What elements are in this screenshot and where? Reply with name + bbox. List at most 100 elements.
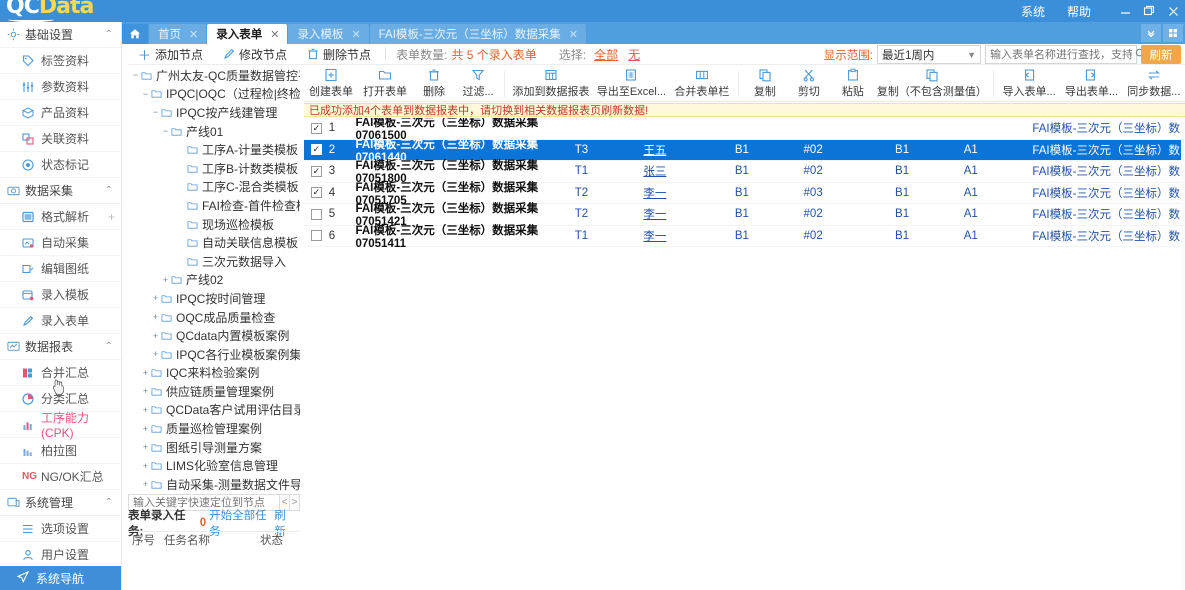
tree-node[interactable]: 工序C-混合类模板	[128, 178, 300, 197]
sidebar-item-classify-summary[interactable]: 分类汇总	[0, 386, 121, 412]
add-node-button[interactable]: ＋ 添加节点	[128, 45, 213, 64]
sidebar-item-label-data[interactable]: 标签资料	[0, 48, 121, 74]
tree-expander[interactable]: +	[152, 330, 159, 341]
tree-expander[interactable]: −	[142, 88, 149, 99]
create-form-button[interactable]: 创建表单	[304, 66, 358, 102]
tree-node[interactable]: FAI检查-首件检查模板	[128, 196, 300, 215]
tree-node[interactable]: − 广州太友-QC质量数据管控平台	[128, 66, 300, 85]
tree-expander[interactable]: +	[142, 404, 149, 415]
tree-node[interactable]: + QCdata内置模板案例	[128, 326, 300, 345]
delete-node-button[interactable]: 删除节点	[297, 46, 381, 63]
sidebar-item-related-data[interactable]: 关联资料	[0, 126, 121, 152]
tree-expander[interactable]: +	[142, 460, 149, 471]
tab-close-icon[interactable]: ✕	[270, 28, 280, 41]
tree-node[interactable]: + LIMS化验室信息管理	[128, 456, 300, 475]
chevron-up-icon[interactable]: ⌃	[104, 341, 113, 352]
form-search-box[interactable]	[985, 45, 1146, 64]
tree-node[interactable]: + 自动采集-测量数据文件导入	[128, 475, 300, 494]
maximize-icon[interactable]	[1137, 0, 1161, 22]
tree-node[interactable]: 自动关联信息模板	[128, 233, 300, 252]
sidebar-item-user-settings[interactable]: 用户设置	[0, 542, 121, 568]
tree-node[interactable]: + IPQC各行业模板案例集	[128, 345, 300, 364]
sidebar-group-data-report[interactable]: 数据报表 ⌃	[0, 334, 121, 360]
system-navigation-button[interactable]: 系统导航	[0, 566, 121, 590]
sidebar-group-data-collection[interactable]: 数据采集 ⌃	[0, 178, 121, 204]
row-checkbox[interactable]	[304, 230, 329, 242]
tree-expander[interactable]: +	[142, 423, 149, 434]
tree-node[interactable]: + QCData客户试用评估目录	[128, 401, 300, 420]
tree-node[interactable]: + 图纸引导测量方案	[128, 438, 300, 457]
tree-search-input[interactable]	[128, 494, 280, 511]
table-row[interactable]: ✓ 3 FAI模板-三次元（三坐标）数据采集07051800 T1 张三 B1 …	[304, 160, 1185, 185]
tree-node[interactable]: + 产线02	[128, 271, 300, 290]
tree-node[interactable]: + 供应链质量管理案例	[128, 382, 300, 401]
tab-close-icon[interactable]: ✕	[568, 28, 578, 41]
select-all-link[interactable]: 全部	[594, 47, 619, 62]
tree-expander[interactable]: +	[152, 349, 159, 360]
row-checkbox[interactable]: ✓	[304, 144, 329, 156]
chevron-up-icon[interactable]: ⌃	[104, 185, 113, 196]
sidebar-item-pareto[interactable]: 柏拉图	[0, 438, 121, 464]
tree-expander[interactable]: −	[162, 126, 169, 137]
tab-fai-template[interactable]: FAI模板-三次元（三坐标）数据采集 ✕	[369, 24, 586, 44]
display-range-select[interactable]: 最近1周内 ▼	[877, 45, 981, 64]
tree-node[interactable]: + IQC来料检验案例	[128, 364, 300, 383]
table-row[interactable]: 6 FAI模板-三次元（三坐标）数据采集07051411 T1 李一 B1 #0…	[304, 225, 1185, 250]
tree-expander[interactable]: +	[162, 274, 169, 285]
tab-home[interactable]: 首页 ✕	[149, 24, 207, 44]
tab-close-icon[interactable]: ✕	[189, 28, 199, 41]
tab-entry-template[interactable]: 录入模板 ✕	[288, 24, 369, 44]
sidebar-group-basic-settings[interactable]: 基础设置 ⌃	[0, 22, 121, 48]
paste-button[interactable]: 粘贴	[831, 66, 875, 102]
close-icon[interactable]	[1161, 0, 1185, 22]
copy-button[interactable]: 复制	[743, 66, 787, 102]
open-form-button[interactable]: 打开表单	[358, 66, 412, 102]
row-checkbox[interactable]: ✓	[304, 165, 329, 177]
sidebar-item-parameter-data[interactable]: 参数资料	[0, 74, 121, 100]
filter-button[interactable]: 过滤...	[456, 66, 500, 102]
menu-help[interactable]: 帮助	[1066, 4, 1091, 19]
tree-expander[interactable]: +	[142, 479, 149, 490]
tree-node[interactable]: − IPQC|OQC（过程检|终检）案例	[128, 85, 300, 104]
tree-expander[interactable]: +	[142, 386, 149, 397]
sidebar-item-entry-template[interactable]: 录入模板	[0, 282, 121, 308]
sidebar-item-status-mark[interactable]: 状态标记	[0, 152, 121, 178]
sidebar-item-edit-drawing[interactable]: 编辑图纸	[0, 256, 121, 282]
add-to-report-button[interactable]: 添加到数据报表	[509, 66, 593, 102]
tree-node[interactable]: 现场巡检模板	[128, 215, 300, 234]
tree-node[interactable]: + 质量巡检管理案例	[128, 419, 300, 438]
tab-entry-form[interactable]: 录入表单 ✕	[207, 24, 288, 44]
cut-button[interactable]: 剪切	[787, 66, 831, 102]
row-checkbox[interactable]: ✓	[304, 187, 329, 199]
copy-without-measurement-button[interactable]: 复制（不包含测量值）	[875, 66, 989, 102]
sidebar-item-product-data[interactable]: 产品资料	[0, 100, 121, 126]
sync-data-button[interactable]: 同步数据...	[1123, 66, 1185, 102]
tree-node[interactable]: − IPQC按产线建管理	[128, 103, 300, 122]
task-refresh-link[interactable]: 刷新	[274, 510, 286, 538]
menu-system[interactable]: 系统	[1020, 4, 1045, 19]
tree-expander[interactable]: +	[152, 312, 159, 323]
import-form-button[interactable]: 导入表单...	[998, 66, 1060, 102]
chevron-down-icon[interactable]	[1141, 24, 1161, 42]
tree-expander[interactable]: −	[152, 107, 159, 118]
sidebar-item-option-settings[interactable]: 选项设置	[0, 516, 121, 542]
tree-expander[interactable]: +	[152, 293, 159, 304]
form-list-table[interactable]: ✓ 1 FAI模板-三次元（三坐标）数据采集07061500 FAI模板-三次元…	[304, 118, 1185, 590]
delete-button[interactable]: 删除	[412, 66, 456, 102]
sidebar-group-system-management[interactable]: 系统管理 ⌃	[0, 490, 121, 516]
refresh-button[interactable]: 刷新	[1141, 45, 1181, 64]
tree-node[interactable]: 工序A-计量类模板	[128, 140, 300, 159]
row-checkbox[interactable]: ✓	[304, 122, 329, 134]
node-tree[interactable]: −广州太友-QC质量数据管控平台 −IPQC|OQC（过程检|终检）案例 −IP…	[128, 66, 300, 499]
start-all-tasks-link[interactable]: 开始全部任务	[209, 510, 267, 538]
tree-node[interactable]: − 产线01	[128, 122, 300, 141]
chevron-up-icon[interactable]: ⌃	[104, 29, 113, 40]
sidebar-item-auto-collect[interactable]: 自动采集	[0, 230, 121, 256]
tree-node[interactable]: 工序B-计数类模板	[128, 159, 300, 178]
tree-expander[interactable]: −	[132, 70, 139, 81]
table-row[interactable]: ✓ 4 FAI模板-三次元（三坐标）数据采集07051705 T2 李一 B1 …	[304, 182, 1185, 207]
sidebar-item-process-capability-cpk[interactable]: 工序能力(CPK)	[0, 411, 121, 440]
export-form-button[interactable]: 导出表单...	[1060, 66, 1122, 102]
table-vertical-scrollbar[interactable]	[1181, 118, 1185, 590]
minimize-icon[interactable]	[1113, 0, 1137, 22]
